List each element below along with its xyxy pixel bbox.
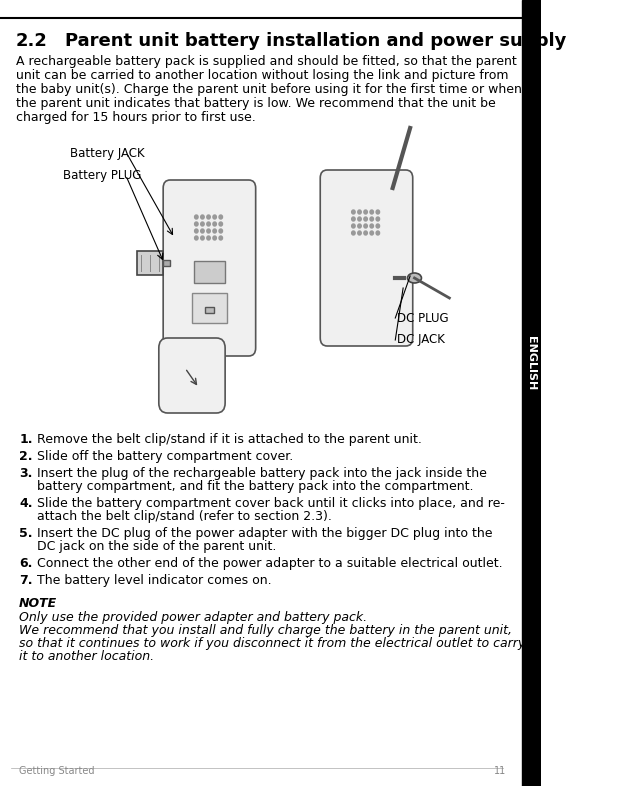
Bar <box>163 260 170 266</box>
Circle shape <box>213 215 216 219</box>
Text: Slide the battery compartment cover back until it clicks into place, and re-: Slide the battery compartment cover back… <box>37 497 505 510</box>
Circle shape <box>213 236 216 240</box>
Text: The battery level indicator comes on.: The battery level indicator comes on. <box>37 574 272 587</box>
Text: 4.: 4. <box>19 497 33 510</box>
Text: 11: 11 <box>494 766 506 776</box>
Circle shape <box>207 236 210 240</box>
Text: DC PLUG: DC PLUG <box>397 311 449 325</box>
Text: A rechargeable battery pack is supplied and should be fitted, so that the parent: A rechargeable battery pack is supplied … <box>16 55 516 68</box>
FancyBboxPatch shape <box>163 180 255 356</box>
Circle shape <box>376 217 379 221</box>
Text: 2.: 2. <box>19 450 33 463</box>
Circle shape <box>364 231 368 235</box>
Bar <box>192 293 227 323</box>
Circle shape <box>364 217 368 221</box>
Text: Insert the plug of the rechargeable battery pack into the jack inside the: Insert the plug of the rechargeable batt… <box>37 467 487 480</box>
Circle shape <box>370 231 373 235</box>
Circle shape <box>364 224 368 228</box>
Bar <box>137 251 163 275</box>
Text: Insert the DC plug of the power adapter with the bigger DC plug into the: Insert the DC plug of the power adapter … <box>37 527 492 540</box>
Text: DC jack on the side of the parent unit.: DC jack on the side of the parent unit. <box>37 540 276 553</box>
Text: 7.: 7. <box>19 574 33 587</box>
Circle shape <box>201 229 204 233</box>
Circle shape <box>352 210 355 214</box>
Bar <box>522 0 541 786</box>
Circle shape <box>376 224 379 228</box>
Text: ENGLISH: ENGLISH <box>526 336 536 390</box>
Text: 1.: 1. <box>19 433 33 446</box>
Circle shape <box>358 224 361 228</box>
Text: Battery JACK: Battery JACK <box>70 146 144 160</box>
Circle shape <box>352 231 355 235</box>
Circle shape <box>213 222 216 226</box>
Circle shape <box>201 236 204 240</box>
Text: charged for 15 hours prior to first use.: charged for 15 hours prior to first use. <box>16 111 255 124</box>
Text: NOTE: NOTE <box>19 597 57 610</box>
Circle shape <box>201 215 204 219</box>
Circle shape <box>352 224 355 228</box>
Circle shape <box>213 229 216 233</box>
Circle shape <box>358 217 361 221</box>
Circle shape <box>195 222 198 226</box>
FancyBboxPatch shape <box>321 170 413 346</box>
Text: the baby unit(s). Charge the parent unit before using it for the first time or w: the baby unit(s). Charge the parent unit… <box>16 83 521 96</box>
Circle shape <box>376 210 379 214</box>
Circle shape <box>207 229 210 233</box>
Circle shape <box>219 229 223 233</box>
Text: 5.: 5. <box>19 527 33 540</box>
Text: Remove the belt clip/stand if it is attached to the parent unit.: Remove the belt clip/stand if it is atta… <box>37 433 422 446</box>
Ellipse shape <box>407 273 422 283</box>
Text: Battery PLUG: Battery PLUG <box>63 168 141 182</box>
Bar <box>193 261 225 283</box>
Text: it to another location.: it to another location. <box>19 650 154 663</box>
Circle shape <box>195 229 198 233</box>
Text: We recommend that you install and fully charge the battery in the parent unit,: We recommend that you install and fully … <box>19 624 512 637</box>
Circle shape <box>370 210 373 214</box>
Circle shape <box>358 231 361 235</box>
Text: DC JACK: DC JACK <box>397 333 445 347</box>
Text: the parent unit indicates that battery is low. We recommend that the unit be: the parent unit indicates that battery i… <box>16 97 495 110</box>
Circle shape <box>207 222 210 226</box>
Text: 6.: 6. <box>19 557 33 570</box>
Circle shape <box>376 231 379 235</box>
Circle shape <box>358 210 361 214</box>
Text: 2.2: 2.2 <box>16 32 48 50</box>
Text: Parent unit battery installation and power supply: Parent unit battery installation and pow… <box>66 32 567 50</box>
Text: 3.: 3. <box>19 467 33 480</box>
Circle shape <box>219 236 223 240</box>
Text: so that it continues to work if you disconnect it from the electrical outlet to : so that it continues to work if you disc… <box>19 637 525 650</box>
Circle shape <box>219 215 223 219</box>
Circle shape <box>370 224 373 228</box>
Bar <box>205 307 214 313</box>
Text: Connect the other end of the power adapter to a suitable electrical outlet.: Connect the other end of the power adapt… <box>37 557 502 570</box>
Text: battery compartment, and fit the battery pack into the compartment.: battery compartment, and fit the battery… <box>37 480 473 493</box>
Text: unit can be carried to another location without losing the link and picture from: unit can be carried to another location … <box>16 69 508 82</box>
Text: attach the belt clip/stand (refer to section 2.3).: attach the belt clip/stand (refer to sec… <box>37 510 332 523</box>
Circle shape <box>195 236 198 240</box>
Circle shape <box>195 215 198 219</box>
Text: Slide off the battery compartment cover.: Slide off the battery compartment cover. <box>37 450 293 463</box>
Circle shape <box>352 217 355 221</box>
Circle shape <box>201 222 204 226</box>
FancyBboxPatch shape <box>159 338 225 413</box>
Text: Only use the provided power adapter and battery pack.: Only use the provided power adapter and … <box>19 611 367 624</box>
Circle shape <box>207 215 210 219</box>
Circle shape <box>364 210 368 214</box>
Text: Getting Started: Getting Started <box>19 766 95 776</box>
Circle shape <box>219 222 223 226</box>
Circle shape <box>370 217 373 221</box>
